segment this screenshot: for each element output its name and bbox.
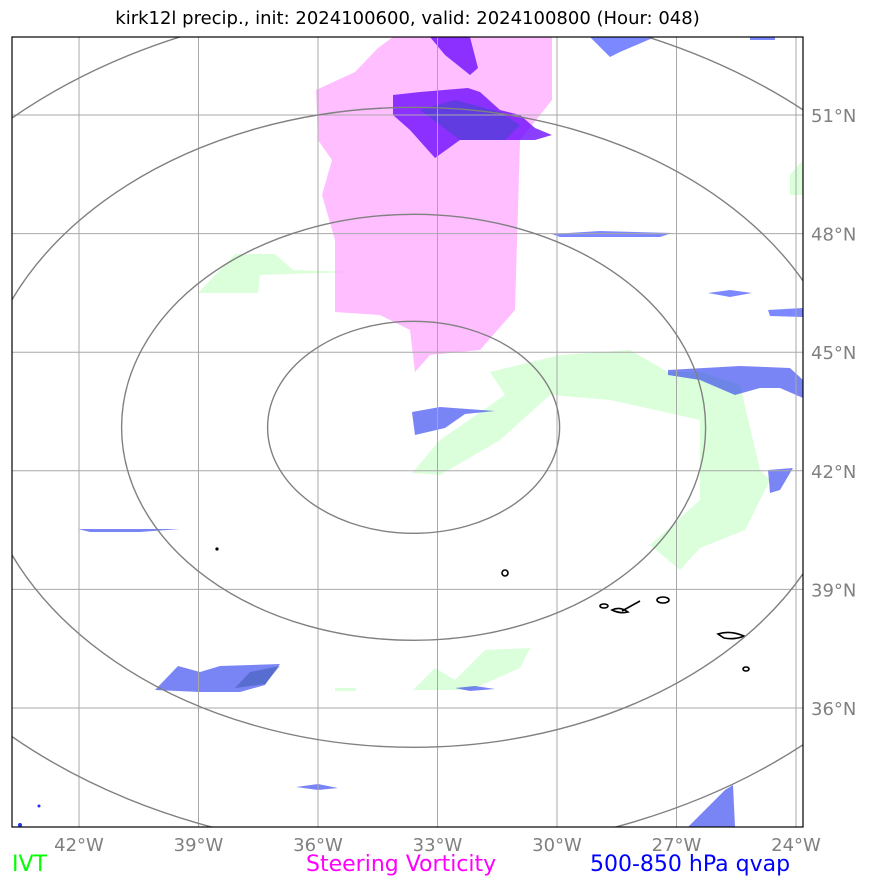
precip-contours bbox=[215, 547, 750, 672]
ivt-area-south bbox=[413, 648, 530, 690]
qvap-center bbox=[412, 407, 495, 435]
plot-frame bbox=[11, 36, 804, 828]
y-tick-label: 42°N bbox=[811, 462, 856, 483]
contour bbox=[599, 603, 609, 609]
qvap-south-34 bbox=[296, 784, 338, 790]
legend-ivt: IVT bbox=[12, 852, 47, 877]
x-tick-label: 42°W bbox=[54, 835, 104, 856]
range-rings bbox=[12, 37, 803, 827]
qvap-shading bbox=[18, 37, 803, 827]
qvap-east-42 bbox=[768, 468, 793, 493]
range-ring bbox=[266, 320, 561, 535]
contour bbox=[610, 607, 630, 614]
qvap-dot bbox=[37, 804, 41, 808]
qvap-east-45 bbox=[668, 366, 803, 398]
x-tick-label: 24°W bbox=[771, 835, 821, 856]
ivt-shading bbox=[198, 160, 803, 691]
qvap-dot-2 bbox=[18, 823, 22, 827]
qvap-se-corner bbox=[688, 785, 735, 827]
qvap-north-top bbox=[430, 37, 478, 75]
ivt-area-west bbox=[198, 254, 352, 293]
contour bbox=[656, 596, 670, 604]
gridlines bbox=[12, 37, 803, 827]
range-ring bbox=[12, 106, 803, 748]
qvap-top-right bbox=[590, 37, 655, 57]
contour bbox=[501, 569, 509, 577]
qvap-top-right-2 bbox=[750, 37, 775, 40]
y-tick-label: 48°N bbox=[811, 225, 856, 246]
ivt-area-sliver bbox=[335, 688, 356, 691]
y-tick-label: 45°N bbox=[811, 343, 856, 364]
y-tick-label: 36°N bbox=[811, 699, 856, 720]
qvap-sw-core bbox=[235, 666, 280, 688]
qvap-spot-east bbox=[768, 308, 803, 317]
x-tick-label: 36°W bbox=[293, 835, 343, 856]
y-tick-label: 39°N bbox=[811, 580, 856, 601]
y-tick-label: 51°N bbox=[811, 106, 856, 127]
x-tick-label: 27°W bbox=[652, 835, 702, 856]
contour bbox=[621, 600, 641, 612]
y-axis-ticks: 51°N 48°N 45°N 42°N 39°N 36°N bbox=[811, 106, 856, 720]
qvap-south-36 bbox=[455, 686, 495, 691]
chart-title: kirk12l precip., init: 2024100600, valid… bbox=[115, 8, 700, 29]
legend-steering-vorticity: Steering Vorticity bbox=[306, 852, 497, 877]
legend-qvap: 500-850 hPa qvap bbox=[590, 852, 791, 877]
x-tick-label: 33°W bbox=[413, 835, 463, 856]
qvap-north-inner bbox=[420, 100, 520, 140]
contour bbox=[215, 547, 219, 551]
ivt-area-central bbox=[412, 350, 770, 570]
x-tick-label: 30°W bbox=[532, 835, 582, 856]
range-ring bbox=[120, 213, 707, 642]
qvap-west-41 bbox=[78, 529, 180, 532]
contour bbox=[716, 631, 747, 640]
qvap-spot-46 bbox=[708, 290, 752, 297]
x-axis-ticks: 42°W 39°W 36°W 33°W 30°W 27°W 24°W bbox=[54, 835, 821, 856]
x-tick-label: 39°W bbox=[174, 835, 224, 856]
contour bbox=[742, 666, 750, 672]
